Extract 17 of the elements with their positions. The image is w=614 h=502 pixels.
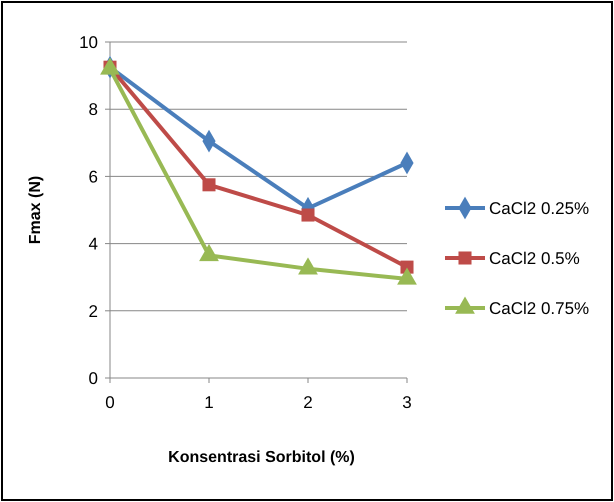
y-tick-label: 4	[88, 234, 98, 254]
y-tick-label: 0	[88, 368, 98, 388]
point	[202, 178, 216, 192]
y-axis-title: Fmax (N)	[27, 176, 44, 244]
y-tick-label: 2	[88, 302, 98, 321]
y-tick-label: 8	[88, 100, 98, 120]
y-tick-label: 10	[79, 32, 98, 52]
x-axis-title: Konsentrasi Sorbitol (%)	[168, 449, 355, 466]
x-tick-label: 3	[402, 393, 412, 412]
legend-label: CaCl2 0.5%	[489, 248, 580, 268]
x-tick-label: 2	[303, 393, 313, 412]
y-tick-label: 6	[88, 167, 98, 186]
point	[301, 208, 315, 222]
x-tick-label: 1	[204, 393, 214, 412]
x-tick-label: 0	[105, 393, 115, 412]
legend-label: CaCl2 0.25%	[489, 198, 590, 218]
legend-label: CaCl2 0.75%	[489, 298, 590, 318]
